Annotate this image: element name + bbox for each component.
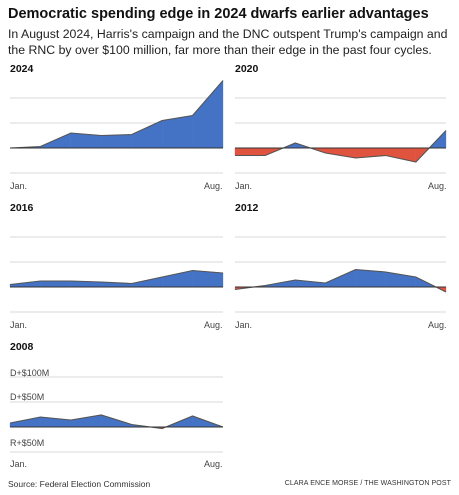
area-segment-2020-5	[385, 147, 417, 163]
panel-2020-xtick-end: Aug.	[428, 181, 447, 191]
series-line-2016	[9, 269, 224, 286]
panel-2016-xtick-end: Aug.	[204, 320, 223, 330]
credit-note: CLARA ENCE MORSE / THE WASHINGTON POST	[284, 480, 451, 487]
panel-2024-xtick-start: Jan.	[10, 181, 28, 191]
panel-chart-2016	[9, 236, 224, 313]
ytick-label-d50: D+$50M	[10, 392, 45, 402]
area-segment-2024-5	[161, 115, 193, 149]
panel-chart-2012	[234, 236, 447, 313]
area-segment-2024-6	[192, 80, 224, 149]
panel-2012-xtick-end: Aug.	[428, 320, 447, 330]
area-segment-2020-0	[234, 147, 266, 156]
ytick-label-r50: R+$50M	[10, 438, 45, 448]
panel-title-2012: 2012	[235, 202, 259, 214]
area-segment-2016-1	[40, 280, 72, 288]
panel-2008-xtick-start: Jan.	[10, 459, 28, 469]
area-segment-2008-2	[70, 414, 102, 428]
chart-title: Democratic spending edge in 2024 dwarfs …	[8, 6, 429, 22]
panel-2008-xtick-end: Aug.	[204, 459, 223, 469]
panel-title-2024: 2024	[10, 63, 34, 75]
panel-chart-2008	[9, 376, 224, 453]
panel-2016-xtick-start: Jan.	[10, 320, 28, 330]
panel-chart-2024	[9, 80, 224, 174]
area-segment-2016-5	[161, 270, 193, 288]
series-line-2008	[9, 414, 224, 430]
area-segment-2024-4	[131, 120, 163, 149]
panel-chart-2020	[234, 97, 447, 174]
source-note: Source: Federal Election Commission	[8, 479, 151, 489]
panel-2020-xtick-start: Jan.	[235, 181, 253, 191]
panel-title-2008: 2008	[10, 341, 34, 353]
ytick-label-d100: D+$100M	[10, 368, 50, 378]
panel-title-2020: 2020	[235, 63, 259, 75]
series-line-2020	[235, 130, 447, 163]
area-segment-2020-3	[325, 147, 356, 159]
panel-2012-xtick-start: Jan.	[235, 320, 253, 330]
panel-title-2016: 2016	[10, 202, 34, 214]
area-segment-2024-3	[101, 134, 132, 149]
series-line-2012	[234, 268, 447, 293]
chart-subtitle: In August 2024, Harris's campaign and th…	[8, 27, 448, 57]
panel-2024-xtick-end: Aug.	[204, 181, 223, 191]
series-line-2024	[9, 80, 224, 149]
